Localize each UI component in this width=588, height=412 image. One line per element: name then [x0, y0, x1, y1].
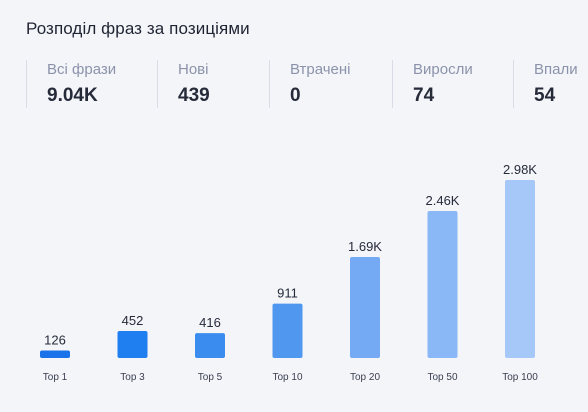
- stat-new[interactable]: Нові 439: [157, 60, 269, 108]
- stat-lost[interactable]: Втрачені 0: [269, 60, 392, 108]
- bar-value-label: 2.98K: [503, 162, 537, 177]
- x-tick-label: Top 5: [198, 372, 223, 383]
- x-tick-label: Top 50: [427, 372, 457, 383]
- x-tick-label: Top 100: [502, 372, 538, 383]
- widget-title: Розподіл фраз за позиціями: [26, 19, 250, 38]
- stat-rose[interactable]: Виросли 74: [392, 60, 513, 108]
- bar-value-label: 452: [122, 313, 144, 328]
- bar-top-5[interactable]: [195, 333, 225, 358]
- bar-value-label: 416: [199, 315, 221, 330]
- bar-value-label: 911: [277, 286, 298, 301]
- stat-label: Всі фрази: [47, 61, 117, 78]
- bar-value-label: 1.69K: [348, 239, 382, 254]
- x-tick-label: Top 1: [43, 372, 68, 383]
- stat-value: 439: [178, 85, 210, 106]
- stats-row: Всі фрази 9.04K Нові 439 Втрачені 0 Виро…: [26, 60, 588, 108]
- bar-top-100[interactable]: [505, 180, 535, 358]
- x-tick-label: Top 20: [350, 372, 380, 383]
- stat-label: Нові: [178, 61, 209, 78]
- stat-all-phrases[interactable]: Всі фрази 9.04K: [26, 60, 157, 108]
- stat-value: 74: [413, 85, 435, 106]
- bar-top-50[interactable]: [427, 211, 458, 358]
- bar-top-1[interactable]: [40, 350, 70, 358]
- stat-label: Втрачені: [290, 61, 351, 78]
- positions-bar-chart: 126 Top 1 452 Top 3 416 Top 5 911 Top 10 1.69K To…: [40, 162, 538, 383]
- stat-label: Виросли: [413, 61, 473, 78]
- bar-value-label: 126: [44, 332, 66, 347]
- bars-group: 126 Top 1 452 Top 3 416 Top 5 911 Top 10 1.69K To…: [40, 162, 538, 383]
- bar-top-10[interactable]: [272, 303, 303, 358]
- x-tick-label: Top 10: [272, 372, 302, 383]
- bar-value-label: 2.46K: [426, 193, 460, 208]
- stat-value: 0: [290, 85, 301, 106]
- bar-top-20[interactable]: [350, 257, 380, 358]
- stat-value: 54: [534, 85, 556, 106]
- bar-top-3[interactable]: [117, 331, 148, 358]
- stat-fell[interactable]: Впали 54: [513, 60, 588, 108]
- stat-label: Впали: [534, 61, 578, 78]
- stat-value: 9.04K: [47, 85, 98, 106]
- x-tick-label: Top 3: [120, 372, 145, 383]
